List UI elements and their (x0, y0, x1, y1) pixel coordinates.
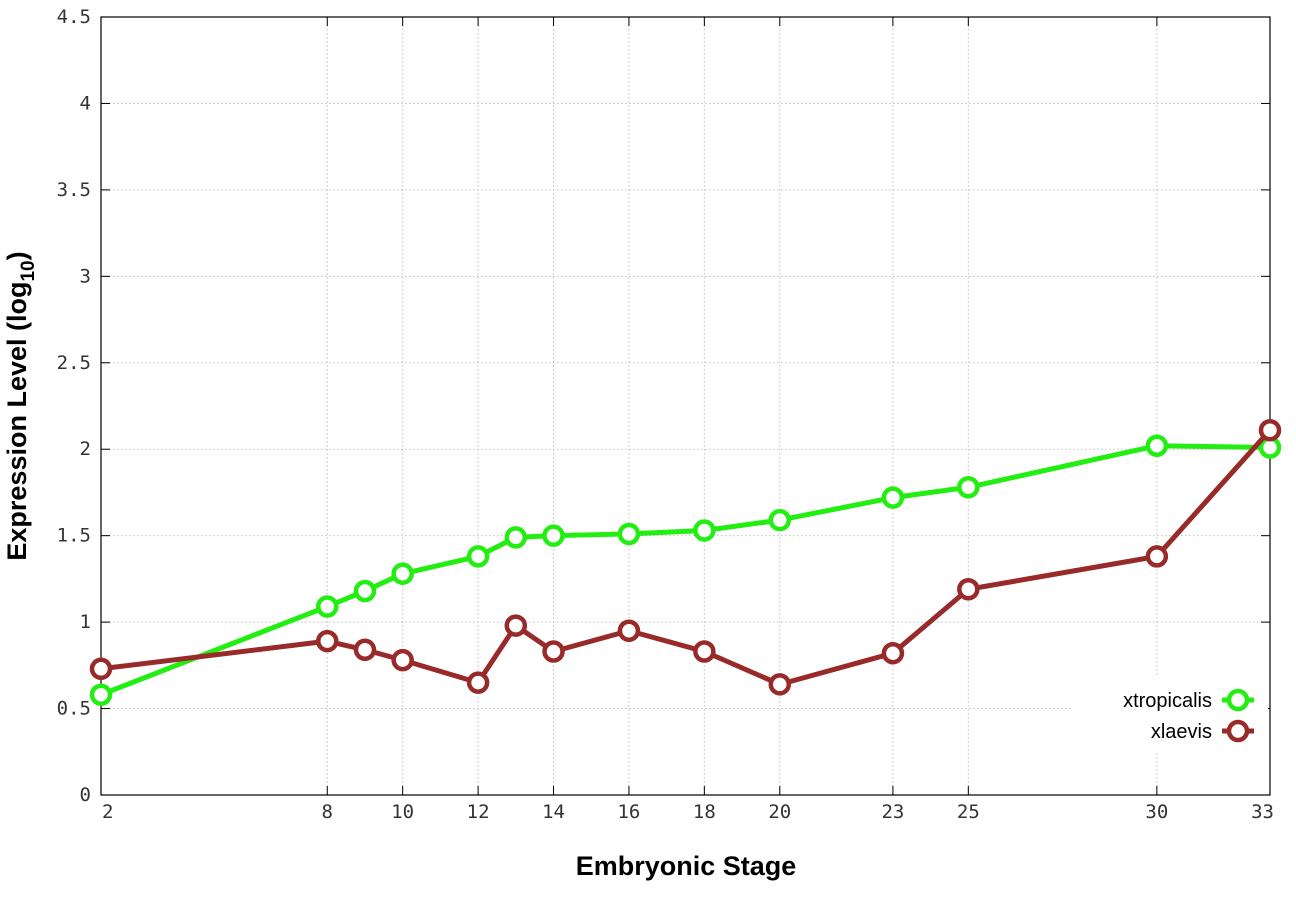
y-tick-label: 2 (80, 438, 91, 460)
series-line-xtropicalis (100, 443, 1271, 698)
y-axis-title-close: ) (2, 251, 32, 260)
data-point-xlaevis (504, 614, 528, 637)
y-axis-title: Expression Level (log10) (2, 251, 39, 560)
data-point-xlaevis (881, 641, 905, 665)
data-point-xlaevis (693, 640, 716, 663)
x-tick-label: 30 (1145, 801, 1168, 823)
y-axis-title-subscript: 10 (18, 260, 39, 281)
series-line-xlaevis (100, 428, 1272, 687)
data-point-xlaevis (1145, 545, 1169, 568)
y-tick-label: 4.5 (57, 6, 91, 28)
data-point-xtropicalis (768, 508, 792, 532)
data-point-xlaevis (89, 657, 113, 681)
y-tick-label: 3 (80, 265, 91, 287)
x-tick-label: 18 (693, 801, 716, 823)
data-point-xlaevis (466, 671, 490, 694)
data-point-xtropicalis (391, 562, 414, 585)
y-axis-title-main: Expression Level (log (2, 282, 32, 561)
data-point-xtropicalis (542, 524, 565, 547)
y-tick-label: 0 (80, 784, 91, 806)
y-tick-label: 2.5 (57, 352, 91, 374)
x-tick-label: 10 (391, 801, 414, 823)
y-tick-label: 1.5 (57, 525, 91, 547)
data-point-xlaevis (316, 629, 339, 653)
y-tick-label: 0.5 (57, 698, 91, 720)
legend-label-xtropicalis: xtropicalis (1123, 690, 1212, 712)
x-tick-label: 8 (322, 801, 333, 823)
x-tick-label: 23 (881, 801, 904, 823)
legend: xtropicalis xlaevis (1072, 675, 1268, 753)
x-tick-label: 33 (1251, 801, 1274, 823)
data-point-xlaevis (353, 638, 377, 662)
x-tick-label: 25 (957, 801, 980, 823)
data-point-xlaevis (1258, 418, 1282, 442)
data-point-xtropicalis (1145, 434, 1169, 458)
legend-marker-xtropicalis (1226, 688, 1250, 712)
data-point-xtropicalis (353, 579, 377, 603)
legend-marker-xlaevis (1226, 719, 1250, 743)
x-tick-label: 2 (102, 801, 113, 823)
data-point-xlaevis (768, 673, 792, 696)
data-point-xlaevis (391, 648, 414, 672)
data-point-xlaevis (542, 640, 565, 663)
data-point-xtropicalis (617, 522, 641, 546)
x-axis-title: Embryonic Stage (576, 851, 797, 881)
data-point-xlaevis (957, 578, 980, 601)
data-point-xtropicalis (504, 526, 528, 549)
data-point-xtropicalis (89, 683, 113, 706)
data-point-xtropicalis (957, 476, 980, 499)
legend-label-xlaevis: xlaevis (1151, 721, 1212, 743)
x-tick-label: 16 (617, 801, 640, 823)
axis-ticks: 0 0.5 1 1.5 2 2.5 3 3.5 4 4.5 2 8 10 12 14 16 18 20 23 25 30… (57, 6, 1274, 823)
data-point-xlaevis (617, 619, 641, 643)
y-tick-label: 3.5 (57, 179, 91, 201)
y-tick-label: 1 (80, 611, 91, 633)
x-tick-label: 20 (768, 801, 791, 823)
y-tick-label: 4 (80, 92, 91, 114)
grid (101, 17, 1270, 795)
plot-frame (100, 16, 1271, 796)
data-point-xtropicalis (693, 519, 716, 542)
x-tick-label: 12 (467, 801, 490, 823)
x-tick-label: 14 (542, 801, 565, 823)
data-point-xtropicalis (881, 486, 905, 509)
series-group (89, 418, 1282, 706)
data-point-xtropicalis (316, 595, 339, 618)
data-point-xtropicalis (466, 545, 490, 568)
